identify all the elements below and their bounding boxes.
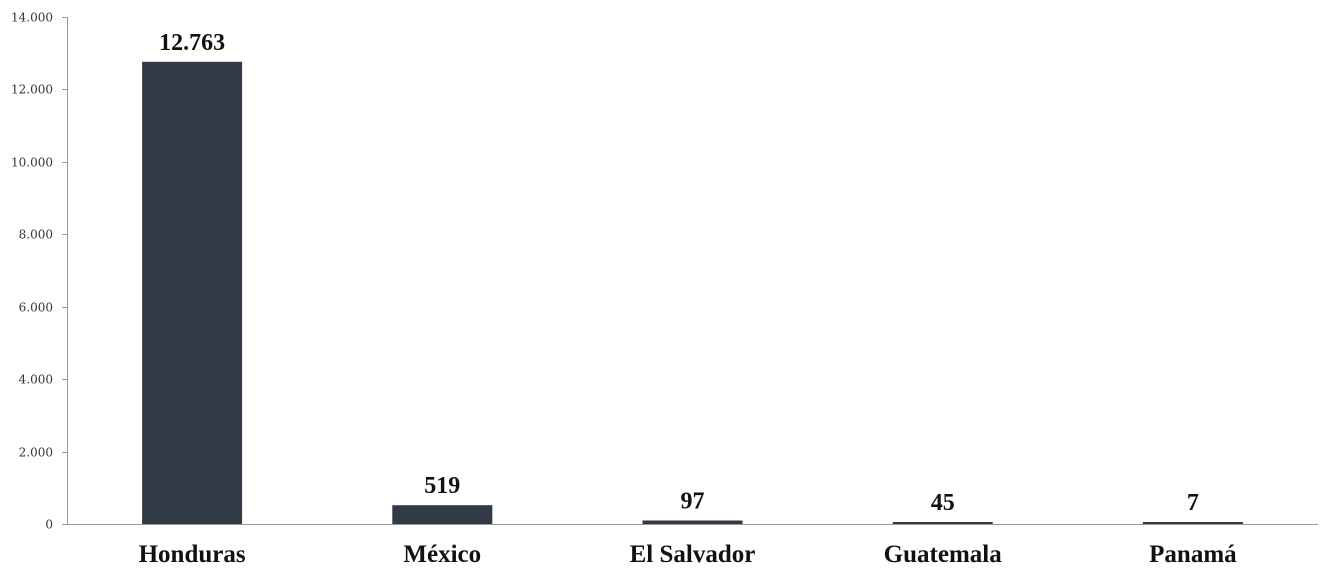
bars-group	[142, 61, 1243, 525]
y-tick-label: 8.000	[19, 228, 53, 242]
bar-el-salvador	[642, 520, 743, 524]
y-tick-label: 12.000	[11, 83, 53, 97]
category-labels-group: Honduras México El Salvador Guatemala Panamá	[139, 541, 1238, 568]
y-tick-label: 6.000	[19, 301, 53, 315]
data-label: 45	[931, 490, 955, 516]
data-label: 7	[1187, 490, 1199, 516]
data-labels-group: 12.763 519 97 45 7	[159, 30, 1199, 516]
data-label: 519	[424, 473, 460, 499]
x-tick-label: El Salvador	[630, 541, 756, 568]
data-label: 12.763	[159, 30, 225, 56]
y-tick-label: 14.000	[11, 11, 53, 25]
bar-honduras	[142, 61, 243, 525]
y-tick-label: 2.000	[19, 446, 53, 460]
bar-m-xico	[392, 505, 493, 524]
bar-guatemala	[892, 522, 993, 524]
data-label: 97	[681, 488, 705, 514]
x-tick-label: Guatemala	[884, 541, 1003, 568]
bar-panam-	[1142, 522, 1243, 524]
y-tick-label: 4.000	[19, 373, 53, 387]
x-tick-label: Honduras	[139, 541, 246, 568]
x-tick-label: México	[403, 541, 481, 568]
y-axis: 0 2.000 4.000 6.000 8.000 10.000 12.000 14.000	[11, 11, 68, 532]
x-tick-label: Panamá	[1149, 541, 1237, 568]
y-tick-label: 0	[45, 518, 53, 532]
y-tick-label: 10.000	[11, 156, 53, 170]
